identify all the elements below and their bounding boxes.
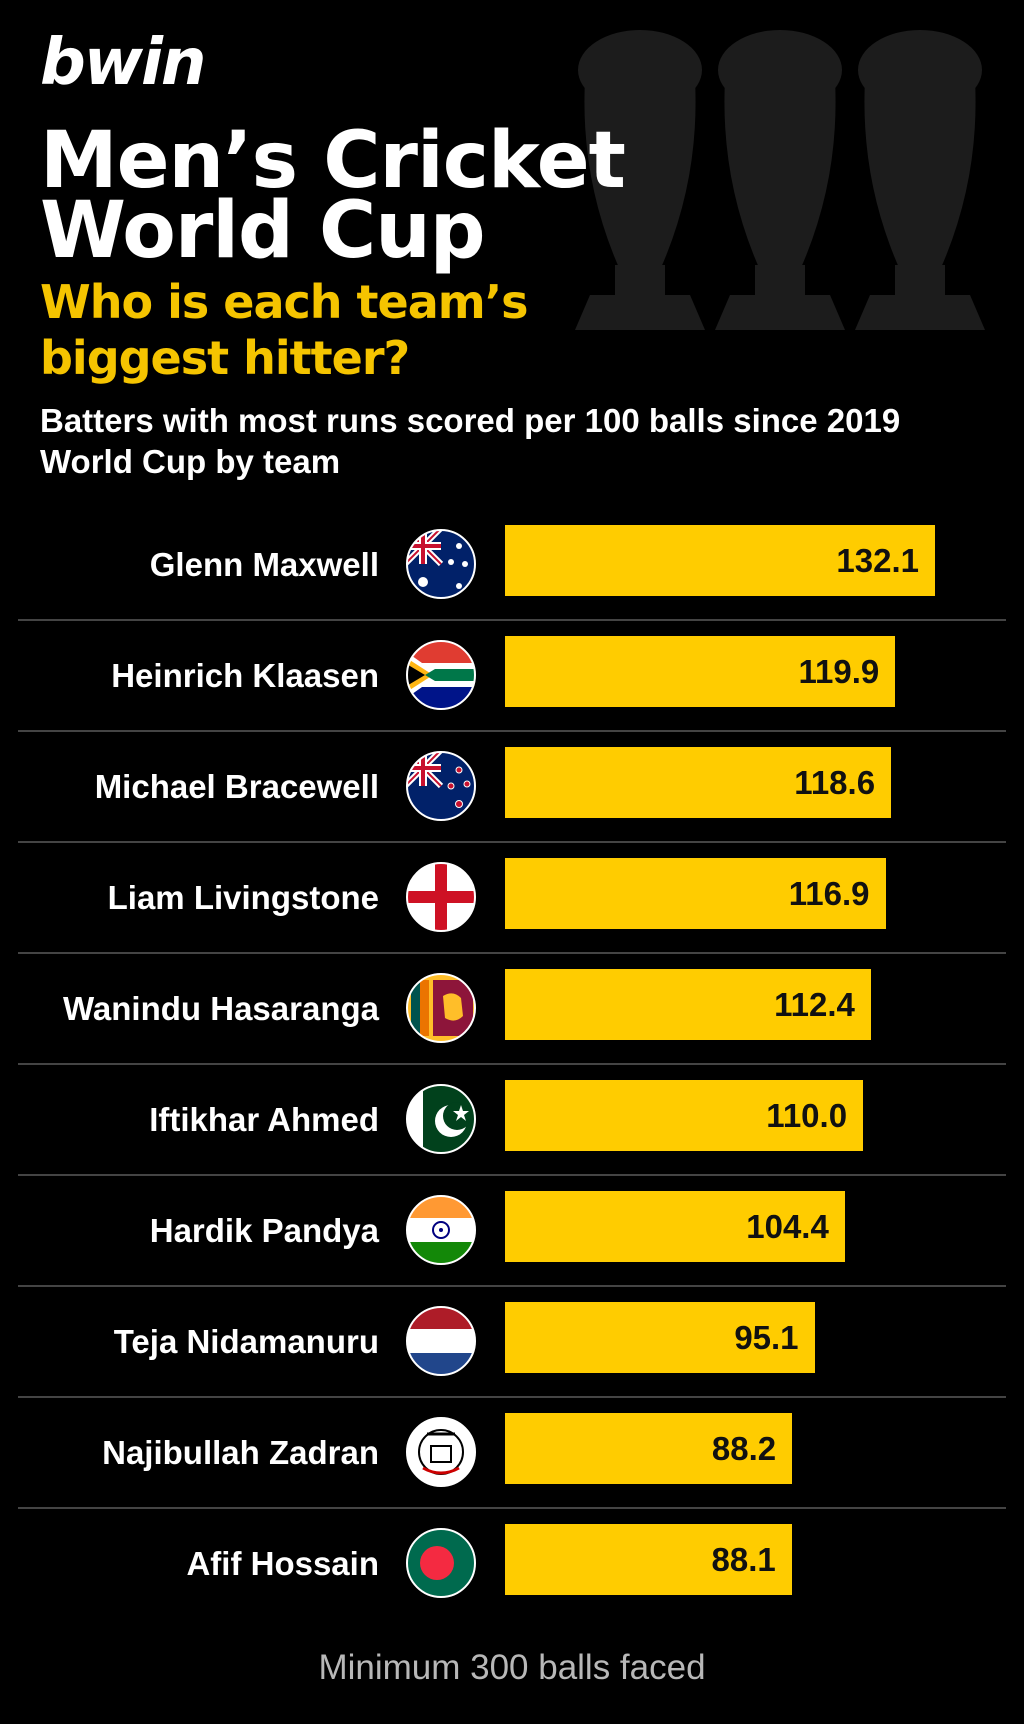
bangladesh-flag-icon — [405, 1527, 477, 1599]
bar: 132.1 — [505, 525, 935, 596]
player-name-label: Hardik Pandya — [149, 1212, 379, 1249]
player-name-label: Afif Hossain — [186, 1545, 379, 1582]
bar: 104.4 — [505, 1191, 845, 1262]
player-name-label: Glenn Maxwell — [149, 546, 379, 583]
row-divider — [18, 1396, 1006, 1398]
india-flag-icon — [405, 1194, 477, 1266]
australia-flag-icon — [405, 528, 477, 600]
chart-row: Hardik Pandya 104.4 — [0, 1176, 1024, 1287]
new-zealand-flag-icon — [405, 750, 477, 822]
bar-value-label: 88.1 — [711, 1541, 776, 1578]
row-divider — [18, 1174, 1006, 1176]
player-name-label: Iftikhar Ahmed — [149, 1101, 379, 1138]
brand-logo: bwin — [40, 26, 206, 100]
footnote: Minimum 300 balls faced — [318, 1648, 706, 1687]
player-name-label: Najibullah Zadran — [102, 1434, 379, 1471]
trophies-icon — [575, 30, 985, 330]
page-title: Men’s Cricket World Cup — [40, 116, 626, 276]
chart-row: Heinrich Klaasen 119.9 — [0, 621, 1024, 732]
bar-value-label: 112.4 — [774, 986, 855, 1023]
bar: 119.9 — [505, 636, 896, 707]
page-subtitle: Who is each team’s biggest hitter? — [40, 275, 529, 385]
chart-description: Batters with most runs scored per 100 ba… — [40, 402, 901, 480]
afghanistan-flag-icon — [405, 1416, 477, 1488]
player-name-label: Heinrich Klaasen — [111, 657, 379, 694]
bar: 95.1 — [505, 1302, 815, 1373]
bar: 116.9 — [505, 858, 886, 929]
bar-chart: Glenn Maxwell 132.1 Heinrich Klaasen 119.9 M… — [0, 510, 1024, 1620]
player-name-label: Michael Bracewell — [94, 768, 379, 805]
chart-row: Iftikhar Ahmed 110.0 — [0, 1065, 1024, 1176]
bar: 110.0 — [505, 1080, 864, 1151]
bar: 88.1 — [505, 1524, 792, 1595]
row-divider — [18, 841, 1006, 843]
bar-value-label: 104.4 — [746, 1208, 829, 1245]
row-divider — [18, 1507, 1006, 1509]
row-divider — [18, 1063, 1006, 1065]
player-name-label: Liam Livingstone — [107, 879, 379, 916]
south-africa-flag-icon — [405, 639, 477, 711]
bar: 118.6 — [505, 747, 892, 818]
bar-value-label: 95.1 — [734, 1319, 799, 1356]
bar-value-label: 132.1 — [836, 542, 919, 579]
row-divider — [18, 952, 1006, 954]
bar-value-label: 119.9 — [798, 653, 880, 690]
chart-row: Afif Hossain 88.1 — [0, 1509, 1024, 1620]
netherlands-flag-icon — [405, 1305, 477, 1377]
row-divider — [18, 730, 1006, 732]
row-divider — [18, 619, 1006, 621]
bar-value-label: 110.0 — [766, 1097, 848, 1134]
bar: 88.2 — [505, 1413, 793, 1484]
pakistan-flag-icon — [405, 1083, 477, 1155]
chart-row: Najibullah Zadran 88.2 — [0, 1398, 1024, 1509]
bar-value-label: 118.6 — [794, 764, 876, 801]
row-divider — [18, 1285, 1006, 1287]
chart-row: Liam Livingstone 116.9 — [0, 843, 1024, 954]
sri-lanka-flag-icon — [405, 972, 477, 1044]
player-name-label: Wanindu Hasaranga — [63, 990, 379, 1027]
bar-value-label: 116.9 — [788, 875, 870, 912]
player-name-label: Teja Nidamanuru — [113, 1323, 379, 1360]
bar: 112.4 — [505, 969, 871, 1040]
chart-row: Glenn Maxwell 132.1 — [0, 510, 1024, 621]
chart-row: Wanindu Hasaranga 112.4 — [0, 954, 1024, 1065]
chart-row: Teja Nidamanuru 95.1 — [0, 1287, 1024, 1398]
bar-value-label: 88.2 — [711, 1430, 777, 1467]
chart-row: Michael Bracewell 118.6 — [0, 732, 1024, 843]
england-flag-icon — [405, 861, 477, 933]
